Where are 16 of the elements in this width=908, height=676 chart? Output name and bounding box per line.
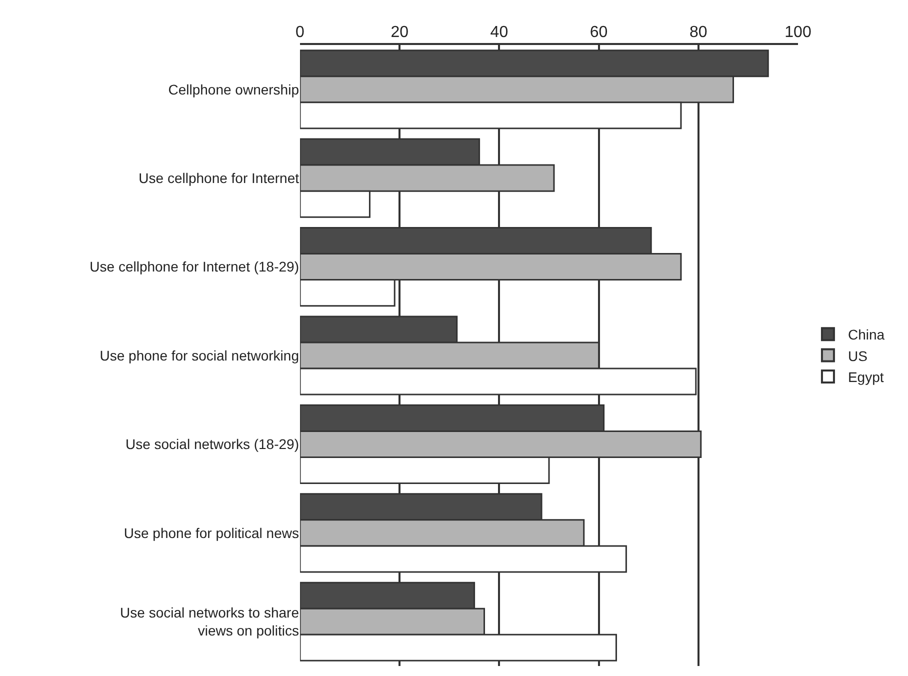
y-tick-label: Use social networks to share views on politics <box>120 604 300 639</box>
x-tick-label: 0 <box>296 24 305 41</box>
legend-label: US <box>848 348 868 364</box>
x-tick-label: 20 <box>390 24 409 41</box>
y-tick-label: Use cellphone for Internet (18-29) <box>90 258 299 275</box>
y-tick-label: Use cellphone for Internet <box>138 170 300 186</box>
x-tick-label: 100 <box>784 24 812 41</box>
y-tick-label: Cellphone ownership <box>168 81 300 98</box>
legend-label: China <box>848 326 885 343</box>
legend-label: Egypt <box>848 368 884 385</box>
x-tick-label: 60 <box>590 24 608 41</box>
x-tick-label: 80 <box>690 24 708 41</box>
y-tick-label: Use phone for social networking <box>100 347 299 364</box>
y-tick-label: Use phone for political news <box>124 524 299 541</box>
x-tick-label: 40 <box>490 24 508 41</box>
y-tick-label: Use social networks (18-29) <box>125 436 299 452</box>
